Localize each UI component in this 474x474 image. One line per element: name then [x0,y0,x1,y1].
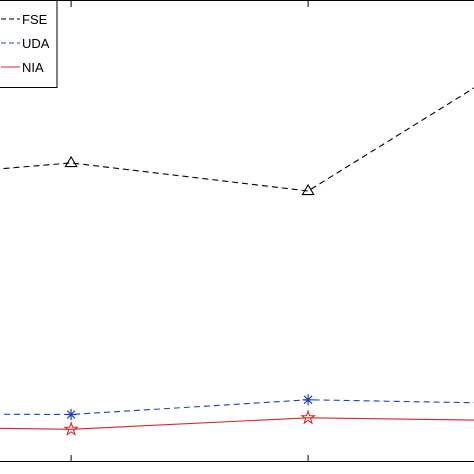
plot-frame [0,0,474,462]
legend-box [0,0,58,88]
data-point-fse-2 [64,155,78,168]
legend-label-fse: FSE [22,12,48,27]
data-point-fse-3 [301,183,315,196]
x-ticks [70,1,309,461]
series-fse [0,87,474,196]
series-line-nia [0,417,474,430]
series-line-fse [0,87,474,192]
legend-label-uda: UDA [22,36,50,51]
data-point-nia-3 [300,409,316,425]
legend: FSE UDA NIA [0,0,58,88]
legend-label-nia: NIA [22,60,44,75]
legend-entry-nia: NIA [1,60,44,75]
data-point-uda-2 [65,409,77,421]
series-layer [0,87,474,436]
data-point-uda-3 [302,394,314,406]
data-point-nia-2 [63,421,79,436]
legend-entry-uda: UDA [1,36,50,51]
legend-entry-fse: FSE [1,12,48,27]
series-line-uda [0,399,474,416]
series-nia [0,409,474,436]
series-uda [0,394,474,421]
